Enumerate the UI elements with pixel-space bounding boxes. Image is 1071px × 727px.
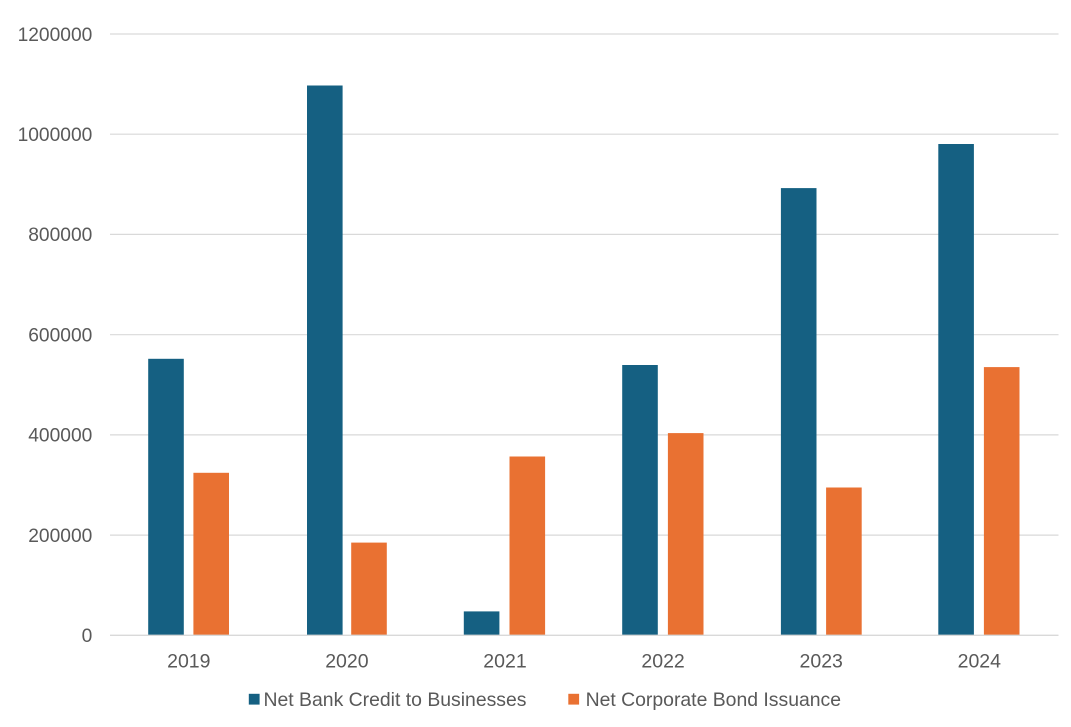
svg-text:1200000: 1200000	[18, 25, 93, 46]
svg-text:2022: 2022	[641, 650, 684, 672]
svg-text:1000000: 1000000	[18, 125, 93, 146]
svg-text:2021: 2021	[483, 650, 526, 672]
svg-text:0: 0	[82, 626, 93, 647]
svg-text:2024: 2024	[958, 650, 1002, 672]
svg-text:2020: 2020	[325, 650, 369, 672]
svg-text:400000: 400000	[28, 426, 92, 447]
svg-text:600000: 600000	[28, 326, 92, 347]
svg-text:200000: 200000	[28, 526, 92, 547]
svg-text:800000: 800000	[28, 225, 92, 246]
svg-text:Net Corporate Bond Issuance: Net Corporate Bond Issuance	[586, 689, 841, 711]
svg-text:2019: 2019	[167, 650, 210, 672]
svg-text:2023: 2023	[800, 650, 843, 672]
svg-text:Net Bank Credit to Businesses: Net Bank Credit to Businesses	[264, 689, 527, 711]
